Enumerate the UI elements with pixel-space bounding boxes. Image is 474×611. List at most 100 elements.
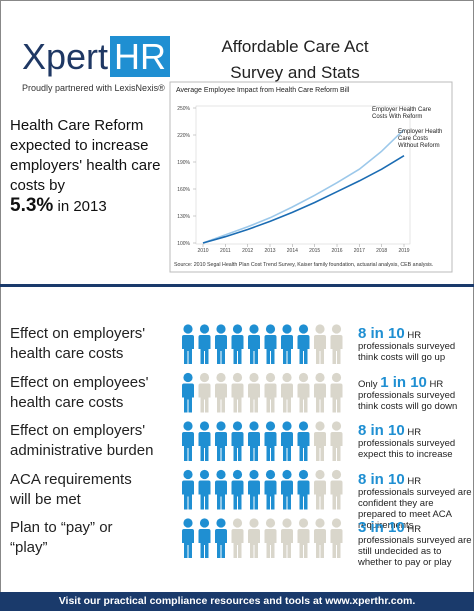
person-icon: [248, 372, 260, 413]
icon-head: [282, 469, 292, 480]
icon-head: [331, 421, 342, 431]
person-icon-filled: [248, 469, 260, 510]
intro: Health Care Reform expected to increase …: [10, 116, 170, 217]
icon-head: [199, 324, 210, 334]
person-icon: [297, 372, 310, 413]
icon-body: [248, 383, 260, 413]
x-tick-label: 2015: [309, 248, 320, 254]
person-icon-filled: [182, 324, 194, 364]
person-icon-filled: [215, 469, 227, 510]
icon-body: [281, 432, 293, 461]
person-icon-filled: [182, 372, 194, 413]
person-icon-filled: [215, 518, 227, 558]
icon-head: [315, 324, 325, 334]
logo-main: Xpert: [22, 36, 109, 77]
icon-body: [198, 529, 211, 558]
icon-body: [314, 335, 326, 364]
icon-body: [182, 480, 194, 510]
icon-body: [231, 432, 244, 461]
row-stat: Only 1 in 10 HR professionals surveyed t…: [358, 375, 472, 412]
person-icon: [314, 324, 326, 364]
person-icon-filled: [264, 469, 277, 510]
icon-head: [249, 518, 259, 528]
stat-detail: professionals surveyed are still undecid…: [358, 535, 472, 568]
icon-head: [183, 372, 193, 383]
y-tick-label: 100%: [177, 241, 190, 247]
chart-source: Source: 2010 Segal Health Plan Cost Tren…: [174, 262, 434, 268]
icon-body: [281, 383, 293, 413]
person-icon-filled: [264, 324, 277, 364]
stat-number: 3 in 10: [358, 519, 405, 536]
person-icon-filled: [231, 324, 244, 364]
person-icon-filled: [182, 469, 194, 510]
stat-number: 8 in 10: [358, 422, 405, 439]
person-icon: [330, 421, 343, 461]
person-icon: [314, 518, 326, 558]
icon-body: [215, 383, 227, 413]
icon-body: [231, 529, 244, 558]
plot-area: [195, 105, 411, 245]
person-icon-filled: [281, 469, 293, 510]
icon-head: [249, 372, 259, 383]
person-icon: [330, 469, 343, 510]
icon-body: [248, 432, 260, 461]
person-icon-filled: [182, 518, 194, 558]
icon-head: [232, 421, 243, 431]
icon-head: [183, 518, 193, 528]
person-icon: [330, 324, 343, 364]
icon-head: [331, 324, 342, 334]
icon-head: [315, 372, 325, 383]
series-line: [202, 155, 405, 244]
row-label: ACA requirements will be met: [10, 470, 132, 508]
person-icon: [281, 518, 293, 558]
icon-head: [331, 469, 342, 480]
icon-head: [249, 469, 259, 480]
icon-body: [281, 529, 293, 558]
icon-head: [199, 518, 210, 528]
title: Affordable Care Act Survey and Stats: [221, 37, 369, 82]
person-icon-filled: [182, 421, 194, 461]
person-icon-filled: [198, 324, 211, 364]
icon-head: [199, 421, 210, 431]
icon-head: [298, 518, 309, 528]
person-icon: [198, 372, 211, 413]
icon-head: [265, 324, 276, 334]
stat-unit: HR: [407, 475, 422, 487]
icon-head: [232, 518, 243, 528]
person-icon: [248, 518, 260, 558]
person-icon-filled: [231, 469, 244, 510]
icon-body: [198, 335, 211, 364]
icon-body: [314, 383, 326, 413]
icon-body: [182, 335, 194, 364]
stat-detail: professionals surveyed expect this to in…: [358, 438, 456, 460]
icon-body: [330, 432, 343, 461]
x-tick-label: 2019: [398, 248, 409, 254]
row-stat: 3 in 10 HR professionals surveyed are st…: [358, 519, 472, 568]
stat-unit: HR: [407, 427, 422, 438]
icon-body: [314, 480, 326, 510]
row-stat: 8 in 10 HR professionals surveyed are co…: [358, 470, 472, 531]
chart-title: Average Employee Impact from Health Care…: [176, 87, 350, 94]
stat-number: 8 in 10: [358, 470, 405, 488]
stat-number: 8 in 10: [358, 325, 405, 342]
icon-body: [215, 480, 227, 510]
icon-body: [182, 383, 194, 413]
stat-unit: HR: [407, 524, 422, 535]
stat-detail: professionals surveyed are confident the…: [358, 486, 472, 531]
icon-body: [297, 383, 310, 413]
icon-body: [264, 480, 277, 510]
icon-head: [232, 324, 243, 334]
person-icon-filled: [281, 324, 293, 364]
icon-head: [265, 372, 276, 383]
stat-unit: HR: [407, 330, 422, 341]
icon-head: [298, 421, 309, 431]
footer: Visit our practical compliance resources…: [0, 592, 474, 611]
icon-body: [231, 383, 244, 413]
icon-head: [315, 469, 325, 480]
x-tick-label: 2017: [354, 248, 365, 254]
row-label: Effect on employees' health care costs: [10, 373, 149, 411]
icon-body: [198, 432, 211, 461]
person-icon: [231, 372, 244, 413]
y-tick-label: 250%: [177, 106, 190, 112]
